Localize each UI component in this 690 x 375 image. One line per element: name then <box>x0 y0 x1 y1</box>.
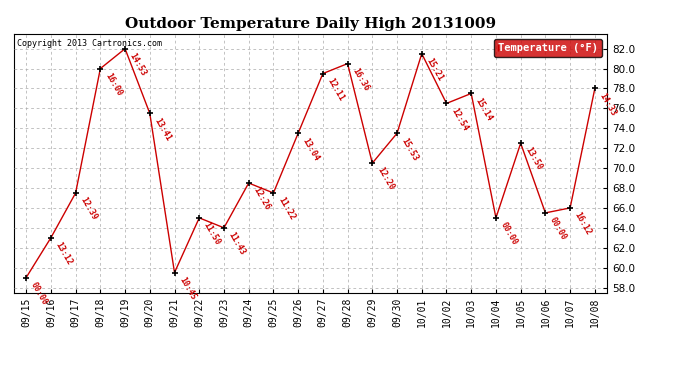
Text: 12:54: 12:54 <box>449 106 470 132</box>
Title: Outdoor Temperature Daily High 20131009: Outdoor Temperature Daily High 20131009 <box>125 17 496 31</box>
Text: 11:43: 11:43 <box>227 231 247 257</box>
Text: 13:41: 13:41 <box>152 116 173 142</box>
Text: 13:12: 13:12 <box>54 240 74 267</box>
Text: 16:36: 16:36 <box>351 66 371 93</box>
Text: 00:00: 00:00 <box>29 280 49 306</box>
Text: 16:12: 16:12 <box>573 211 593 237</box>
Text: 10:45: 10:45 <box>177 275 197 302</box>
Text: 13:04: 13:04 <box>301 136 322 162</box>
Legend: Temperature (°F): Temperature (°F) <box>493 39 602 57</box>
Text: 14:53: 14:53 <box>128 51 148 78</box>
Text: 12:26: 12:26 <box>251 186 272 212</box>
Text: 14:33: 14:33 <box>598 91 618 117</box>
Text: 13:50: 13:50 <box>524 146 544 172</box>
Text: 15:53: 15:53 <box>400 136 420 162</box>
Text: 12:20: 12:20 <box>375 166 395 192</box>
Text: 16:00: 16:00 <box>103 71 124 98</box>
Text: 00:00: 00:00 <box>499 220 519 247</box>
Text: 11:50: 11:50 <box>202 220 222 247</box>
Text: Copyright 2013 Cartronics.com: Copyright 2013 Cartronics.com <box>17 39 161 48</box>
Text: 15:21: 15:21 <box>424 56 445 82</box>
Text: 11:22: 11:22 <box>276 196 297 222</box>
Text: 12:11: 12:11 <box>326 76 346 102</box>
Text: 15:14: 15:14 <box>474 96 494 122</box>
Text: 12:39: 12:39 <box>79 196 99 222</box>
Text: 00:00: 00:00 <box>548 216 569 242</box>
